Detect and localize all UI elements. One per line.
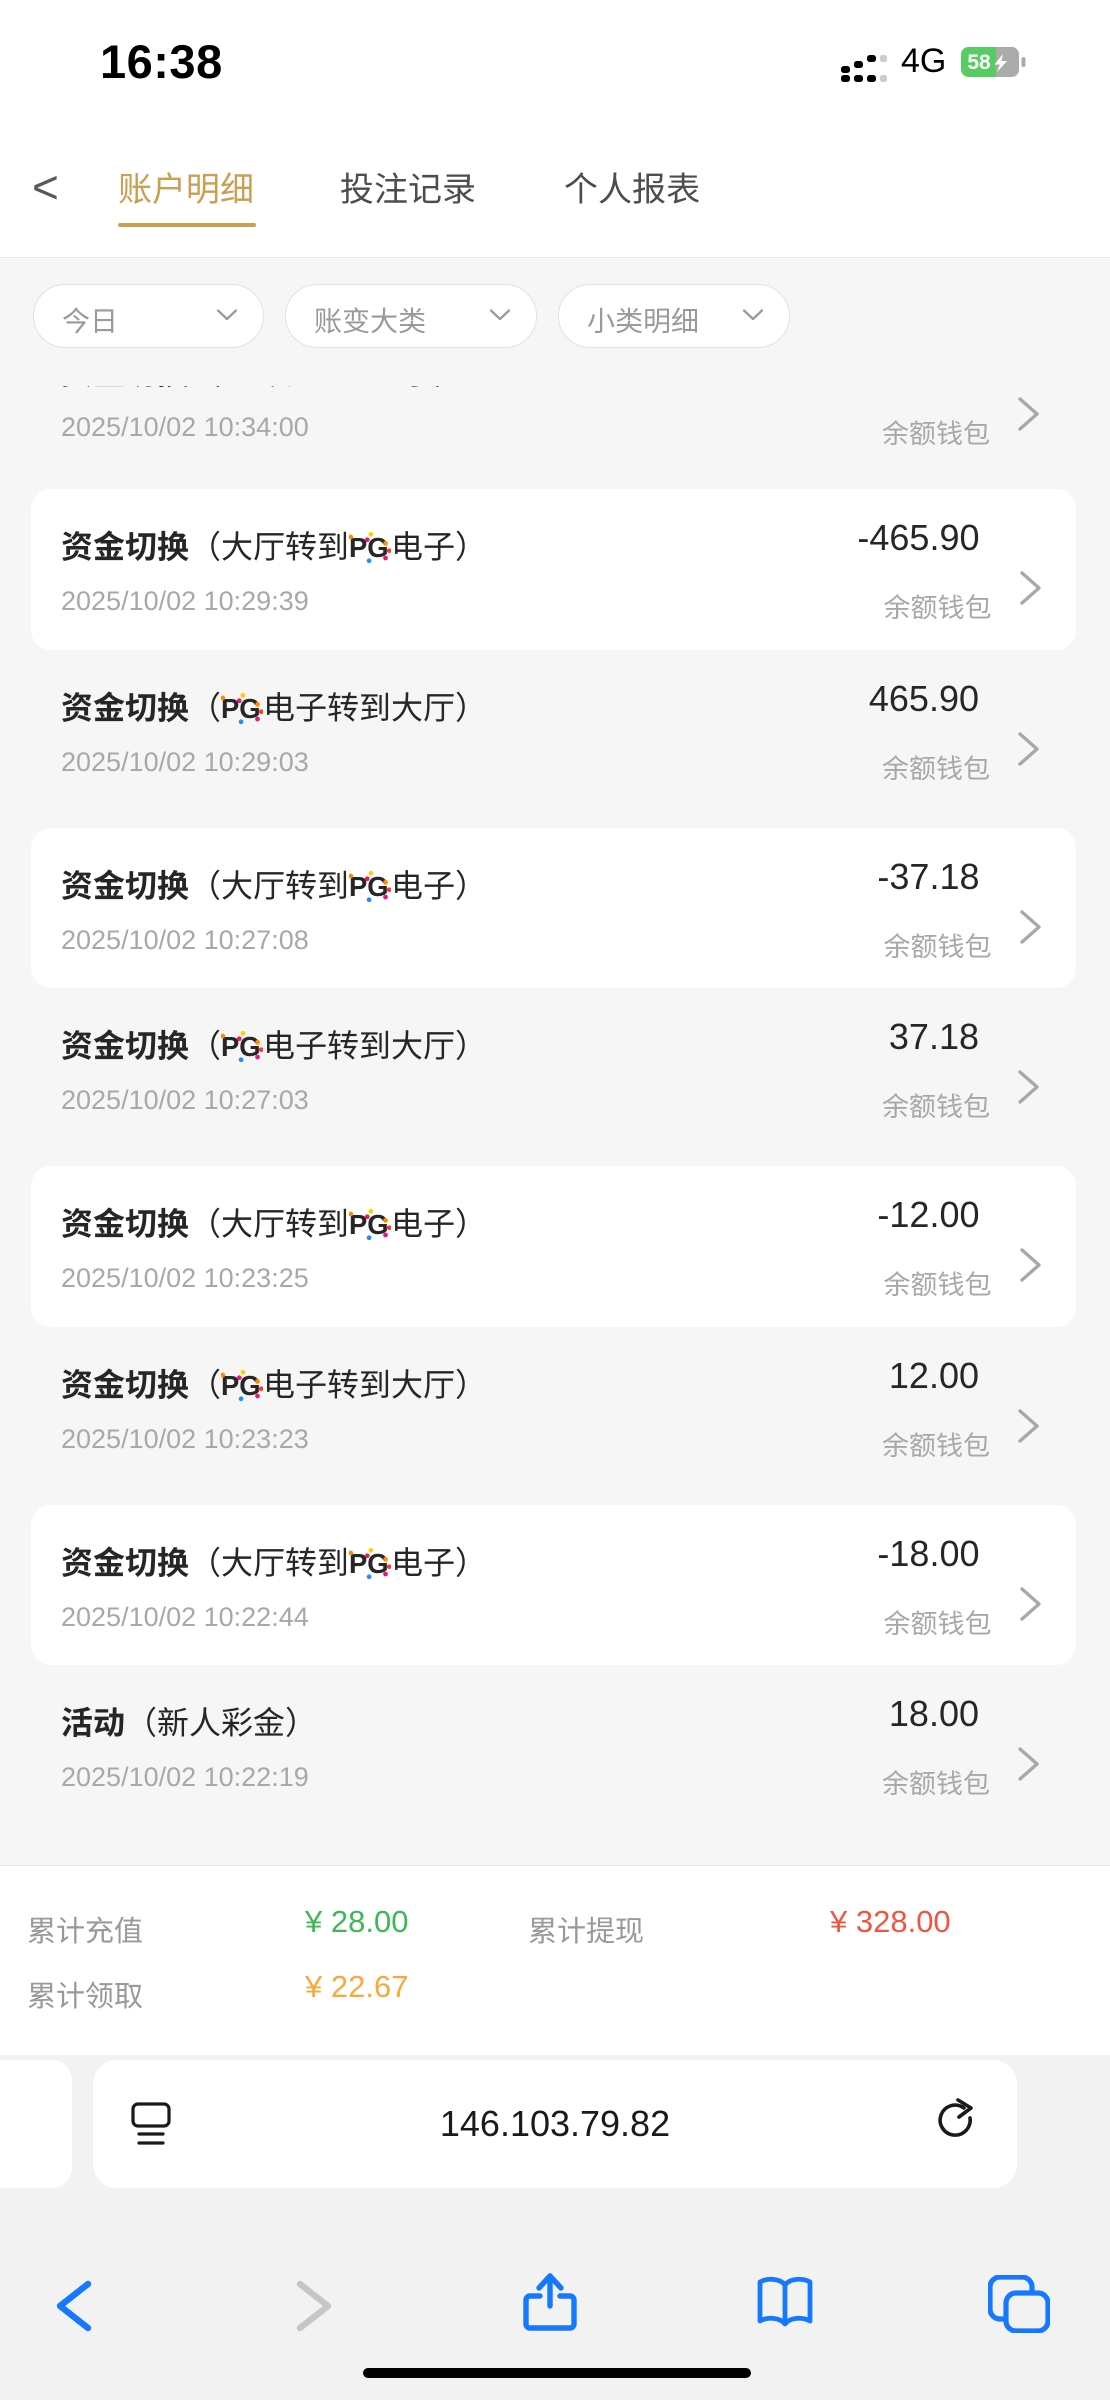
svg-text:58: 58 <box>967 51 991 74</box>
